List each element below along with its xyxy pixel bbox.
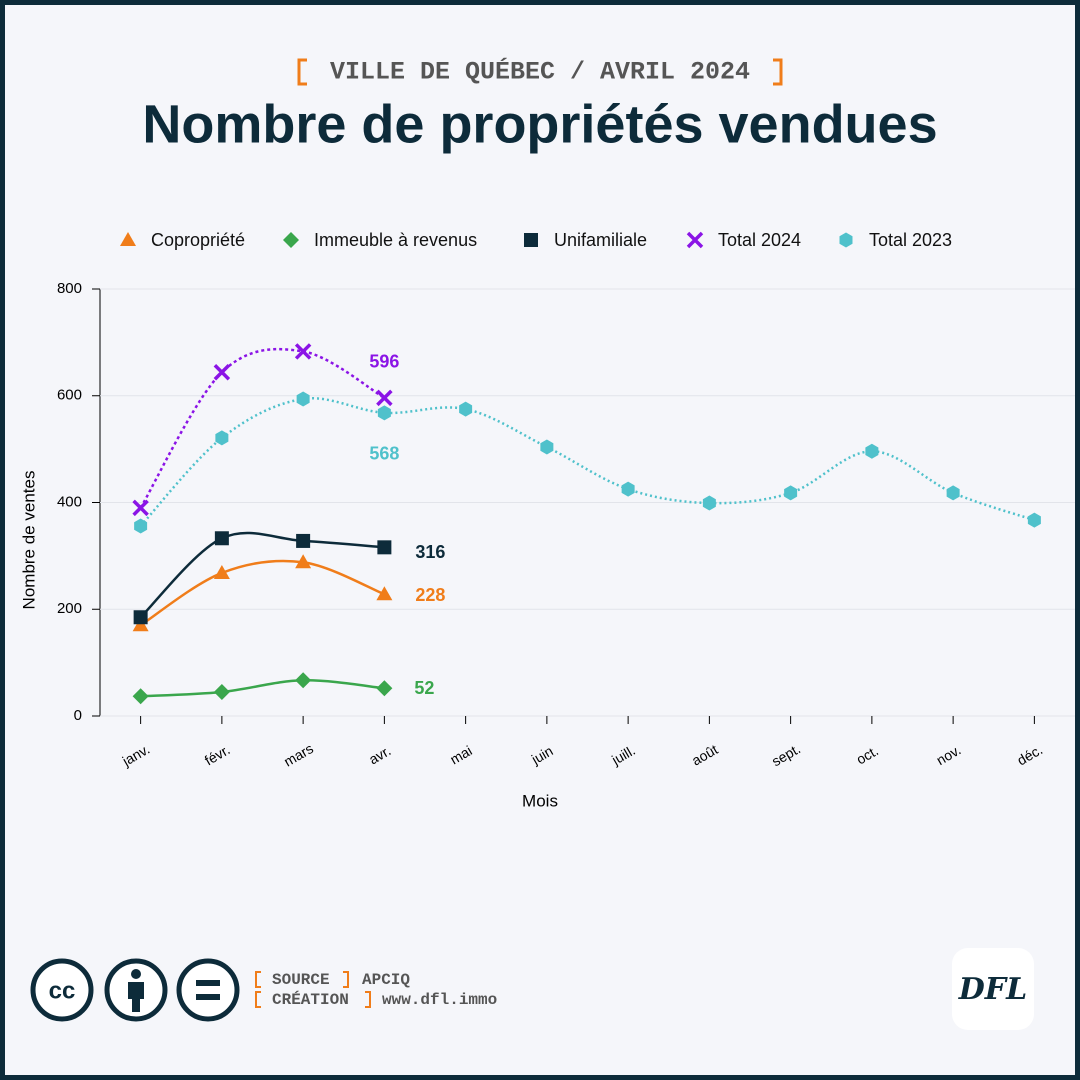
marker — [294, 343, 312, 360]
cc-text: cc — [49, 977, 76, 1004]
series-line — [139, 559, 385, 627]
chart-title: Nombre de propriétés vendues — [142, 94, 937, 154]
bracket — [255, 991, 371, 1008]
source: APCIQ — [362, 971, 410, 989]
marker — [621, 481, 635, 497]
creation-label: CRÉATION — [272, 990, 349, 1009]
nd-bar — [196, 980, 220, 986]
marker — [524, 233, 538, 247]
marker — [213, 364, 231, 381]
legend-label: Total 2023 — [869, 230, 952, 250]
background — [5, 5, 1075, 1075]
marker — [295, 554, 312, 569]
y-tick-label: 400 — [57, 493, 82, 510]
x-axis-label: Mois — [522, 791, 558, 810]
by-body — [128, 982, 144, 1012]
marker — [459, 401, 473, 417]
y-axis-label: Nombre de ventes — [19, 471, 38, 610]
marker — [120, 232, 136, 246]
logo: DFL — [958, 972, 1027, 1007]
series-line — [139, 531, 385, 619]
nd-icon — [176, 958, 240, 1022]
marker — [296, 391, 310, 407]
marker — [865, 443, 879, 459]
legend-label: Copropriété — [151, 230, 245, 250]
marker — [376, 586, 393, 601]
logo-box — [952, 948, 1034, 1030]
series-line — [139, 347, 386, 509]
y-tick-label: 600 — [57, 387, 82, 404]
legend-label: Unifamiliale — [554, 230, 647, 250]
marker — [213, 683, 230, 700]
marker — [295, 672, 312, 689]
creation: www.dfl.immo — [382, 991, 497, 1009]
bracket — [297, 58, 307, 86]
data-label: 52 — [414, 678, 434, 698]
marker — [213, 564, 230, 579]
marker — [1027, 512, 1041, 528]
y-tick-label: 800 — [57, 280, 82, 297]
data-label: 316 — [415, 542, 445, 562]
data-label: 596 — [369, 352, 399, 372]
series-line — [140, 678, 385, 698]
bracket — [255, 971, 349, 988]
source-label: SOURCE — [272, 971, 330, 989]
bracket — [773, 58, 783, 86]
marker — [946, 485, 960, 501]
marker — [132, 688, 149, 705]
marker — [283, 232, 299, 248]
marker — [376, 680, 393, 697]
marker — [376, 389, 393, 407]
marker — [784, 485, 798, 501]
marker — [377, 540, 392, 555]
marker — [133, 610, 148, 625]
marker — [686, 231, 704, 249]
marker — [702, 495, 716, 511]
series-line — [139, 397, 1035, 527]
marker — [134, 518, 148, 534]
marker — [839, 232, 853, 248]
marker — [540, 439, 554, 455]
y-tick-label: 0 — [74, 707, 82, 724]
marker — [132, 499, 149, 517]
data-label: 568 — [369, 444, 399, 464]
nd-bar — [196, 994, 220, 1000]
subtitle: VILLE DE QUÉBEC / AVRIL 2024 — [330, 57, 750, 87]
data-label: 228 — [415, 585, 445, 605]
marker — [296, 533, 311, 548]
marker — [377, 405, 391, 421]
marker — [132, 617, 149, 632]
marker — [214, 531, 229, 546]
marker — [215, 430, 229, 446]
by-head — [131, 969, 141, 979]
legend-label: Immeuble à revenus — [314, 230, 477, 250]
y-tick-label: 200 — [57, 600, 82, 617]
legend-label: Total 2024 — [718, 230, 801, 250]
cc-icon — [30, 958, 94, 1022]
